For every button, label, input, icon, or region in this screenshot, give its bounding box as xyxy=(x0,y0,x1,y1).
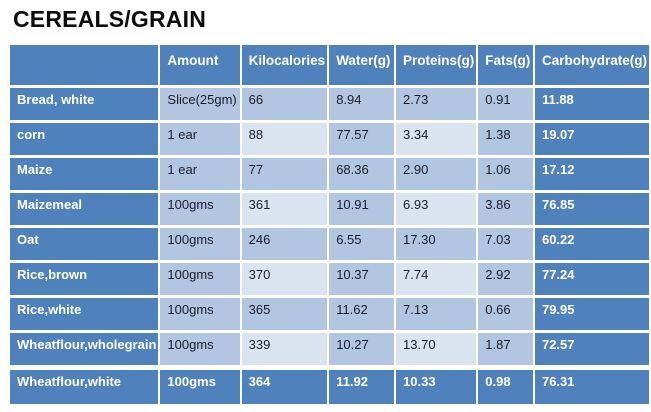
table-cell: 88 xyxy=(241,123,328,155)
table-cell: 0.91 xyxy=(478,88,533,120)
table-cell: 77 xyxy=(241,158,328,190)
table-cell: 1.87 xyxy=(478,333,533,365)
table-cell: 76.85 xyxy=(534,193,649,225)
table-cell: 365 xyxy=(241,298,328,330)
table-cell: 2.92 xyxy=(478,263,533,295)
table-cell: 66 xyxy=(241,88,328,120)
table-cell: 17.30 xyxy=(396,228,477,260)
table-row-last: Wheatflour,white 100gms 364 11.92 10.33 0.98 7… xyxy=(10,368,649,404)
table-cell: 3.86 xyxy=(478,193,533,225)
table-row: Maize 1 ear 77 68.36 2.90 1.06 17.12 xyxy=(10,158,649,190)
table-row: Bread, white Slice(25gm) 66 8.94 2.73 0.91 11.… xyxy=(10,88,649,120)
row-label: corn xyxy=(10,123,159,155)
table-cell: 60.22 xyxy=(534,228,649,260)
table-cell: 100gms xyxy=(160,298,240,330)
table-cell: 77.57 xyxy=(329,123,395,155)
row-label: Wheatflour,wholegrain xyxy=(10,333,159,365)
nutrition-table: Amount Kilocalories Water(g) Proteins(g) Fat… xyxy=(8,42,651,407)
table-cell: 11.92 xyxy=(329,368,395,404)
table-cell: 3.34 xyxy=(396,123,477,155)
table-cell: 10.91 xyxy=(329,193,395,225)
table-row: Wheatflour,wholegrain 100gms 339 10.27 13.70… xyxy=(10,333,649,365)
table-cell: 10.37 xyxy=(329,263,395,295)
table-cell: 11.62 xyxy=(329,298,395,330)
table-cell: 361 xyxy=(241,193,328,225)
table-row: Maizemeal 100gms 361 10.91 6.93 3.86 76.85 xyxy=(10,193,649,225)
table-cell: 19.07 xyxy=(534,123,649,155)
column-header-water-g: Water(g) xyxy=(329,45,395,85)
table-cell: 2.73 xyxy=(396,88,477,120)
table-cell: 7.74 xyxy=(396,263,477,295)
row-label: Rice,brown xyxy=(10,263,159,295)
table-body: Bread, white Slice(25gm) 66 8.94 2.73 0.91 11.… xyxy=(10,88,649,404)
table-cell: 100gms xyxy=(160,228,240,260)
row-label: Bread, white xyxy=(10,88,159,120)
table-cell: 100gms xyxy=(160,263,240,295)
table-cell: 100gms xyxy=(160,193,240,225)
table-cell: 6.93 xyxy=(396,193,477,225)
table-cell: 1 ear xyxy=(160,123,240,155)
table-cell: 1.38 xyxy=(478,123,533,155)
table-cell: 11.88 xyxy=(534,88,649,120)
table-cell: 79.95 xyxy=(534,298,649,330)
row-label: Rice,white xyxy=(10,298,159,330)
row-label: Maize xyxy=(10,158,159,190)
table-cell: 339 xyxy=(241,333,328,365)
table-cell: 100gms xyxy=(160,333,240,365)
table-row: Oat 100gms 246 6.55 17.30 7.03 60.22 xyxy=(10,228,649,260)
table-cell: 68.36 xyxy=(329,158,395,190)
table-cell: 10.27 xyxy=(329,333,395,365)
column-header-kilocalories: Kilocalories xyxy=(241,45,328,85)
table-cell: 100gms xyxy=(160,368,240,404)
table-header-row: Amount Kilocalories Water(g) Proteins(g) Fat… xyxy=(10,45,649,85)
table-cell: 7.13 xyxy=(396,298,477,330)
table-cell: 17.12 xyxy=(534,158,649,190)
row-label: Wheatflour,white xyxy=(10,368,159,404)
table-cell: 1 ear xyxy=(160,158,240,190)
table-cell: 2.90 xyxy=(396,158,477,190)
table-cell: 8.94 xyxy=(329,88,395,120)
table-cell: 77.24 xyxy=(534,263,649,295)
header-row: Amount Kilocalories Water(g) Proteins(g) Fat… xyxy=(10,45,649,85)
column-header-fats-g: Fats(g) xyxy=(478,45,533,85)
column-header-carbohydrate-g: Carbohydrate(g) xyxy=(534,45,649,85)
table-cell: 7.03 xyxy=(478,228,533,260)
column-header-proteins-g: Proteins(g) xyxy=(396,45,477,85)
table-cell: 0.98 xyxy=(478,368,533,404)
table-cell: 246 xyxy=(241,228,328,260)
nutrition-table-container: Amount Kilocalories Water(g) Proteins(g) Fat… xyxy=(8,42,651,407)
table-cell: Slice(25gm) xyxy=(160,88,240,120)
column-header-blank xyxy=(10,45,159,85)
table-cell: 72.57 xyxy=(534,333,649,365)
table-row: corn 1 ear 88 77.57 3.34 1.38 19.07 xyxy=(10,123,649,155)
table-cell: 10.33 xyxy=(396,368,477,404)
table-row: Rice,white 100gms 365 11.62 7.13 0.66 79.95 xyxy=(10,298,649,330)
table-cell: 0.66 xyxy=(478,298,533,330)
table-cell: 13.70 xyxy=(396,333,477,365)
page-title: CEREALS/GRAIN xyxy=(13,6,207,32)
table-row: Rice,brown 100gms 370 10.37 7.74 2.92 77.24 xyxy=(10,263,649,295)
table-cell: 370 xyxy=(241,263,328,295)
table-cell: 364 xyxy=(241,368,328,404)
table-cell: 76.31 xyxy=(534,368,649,404)
table-cell: 6.55 xyxy=(329,228,395,260)
row-label: Oat xyxy=(10,228,159,260)
table-cell: 1.06 xyxy=(478,158,533,190)
row-label: Maizemeal xyxy=(10,193,159,225)
column-header-amount: Amount xyxy=(160,45,240,85)
